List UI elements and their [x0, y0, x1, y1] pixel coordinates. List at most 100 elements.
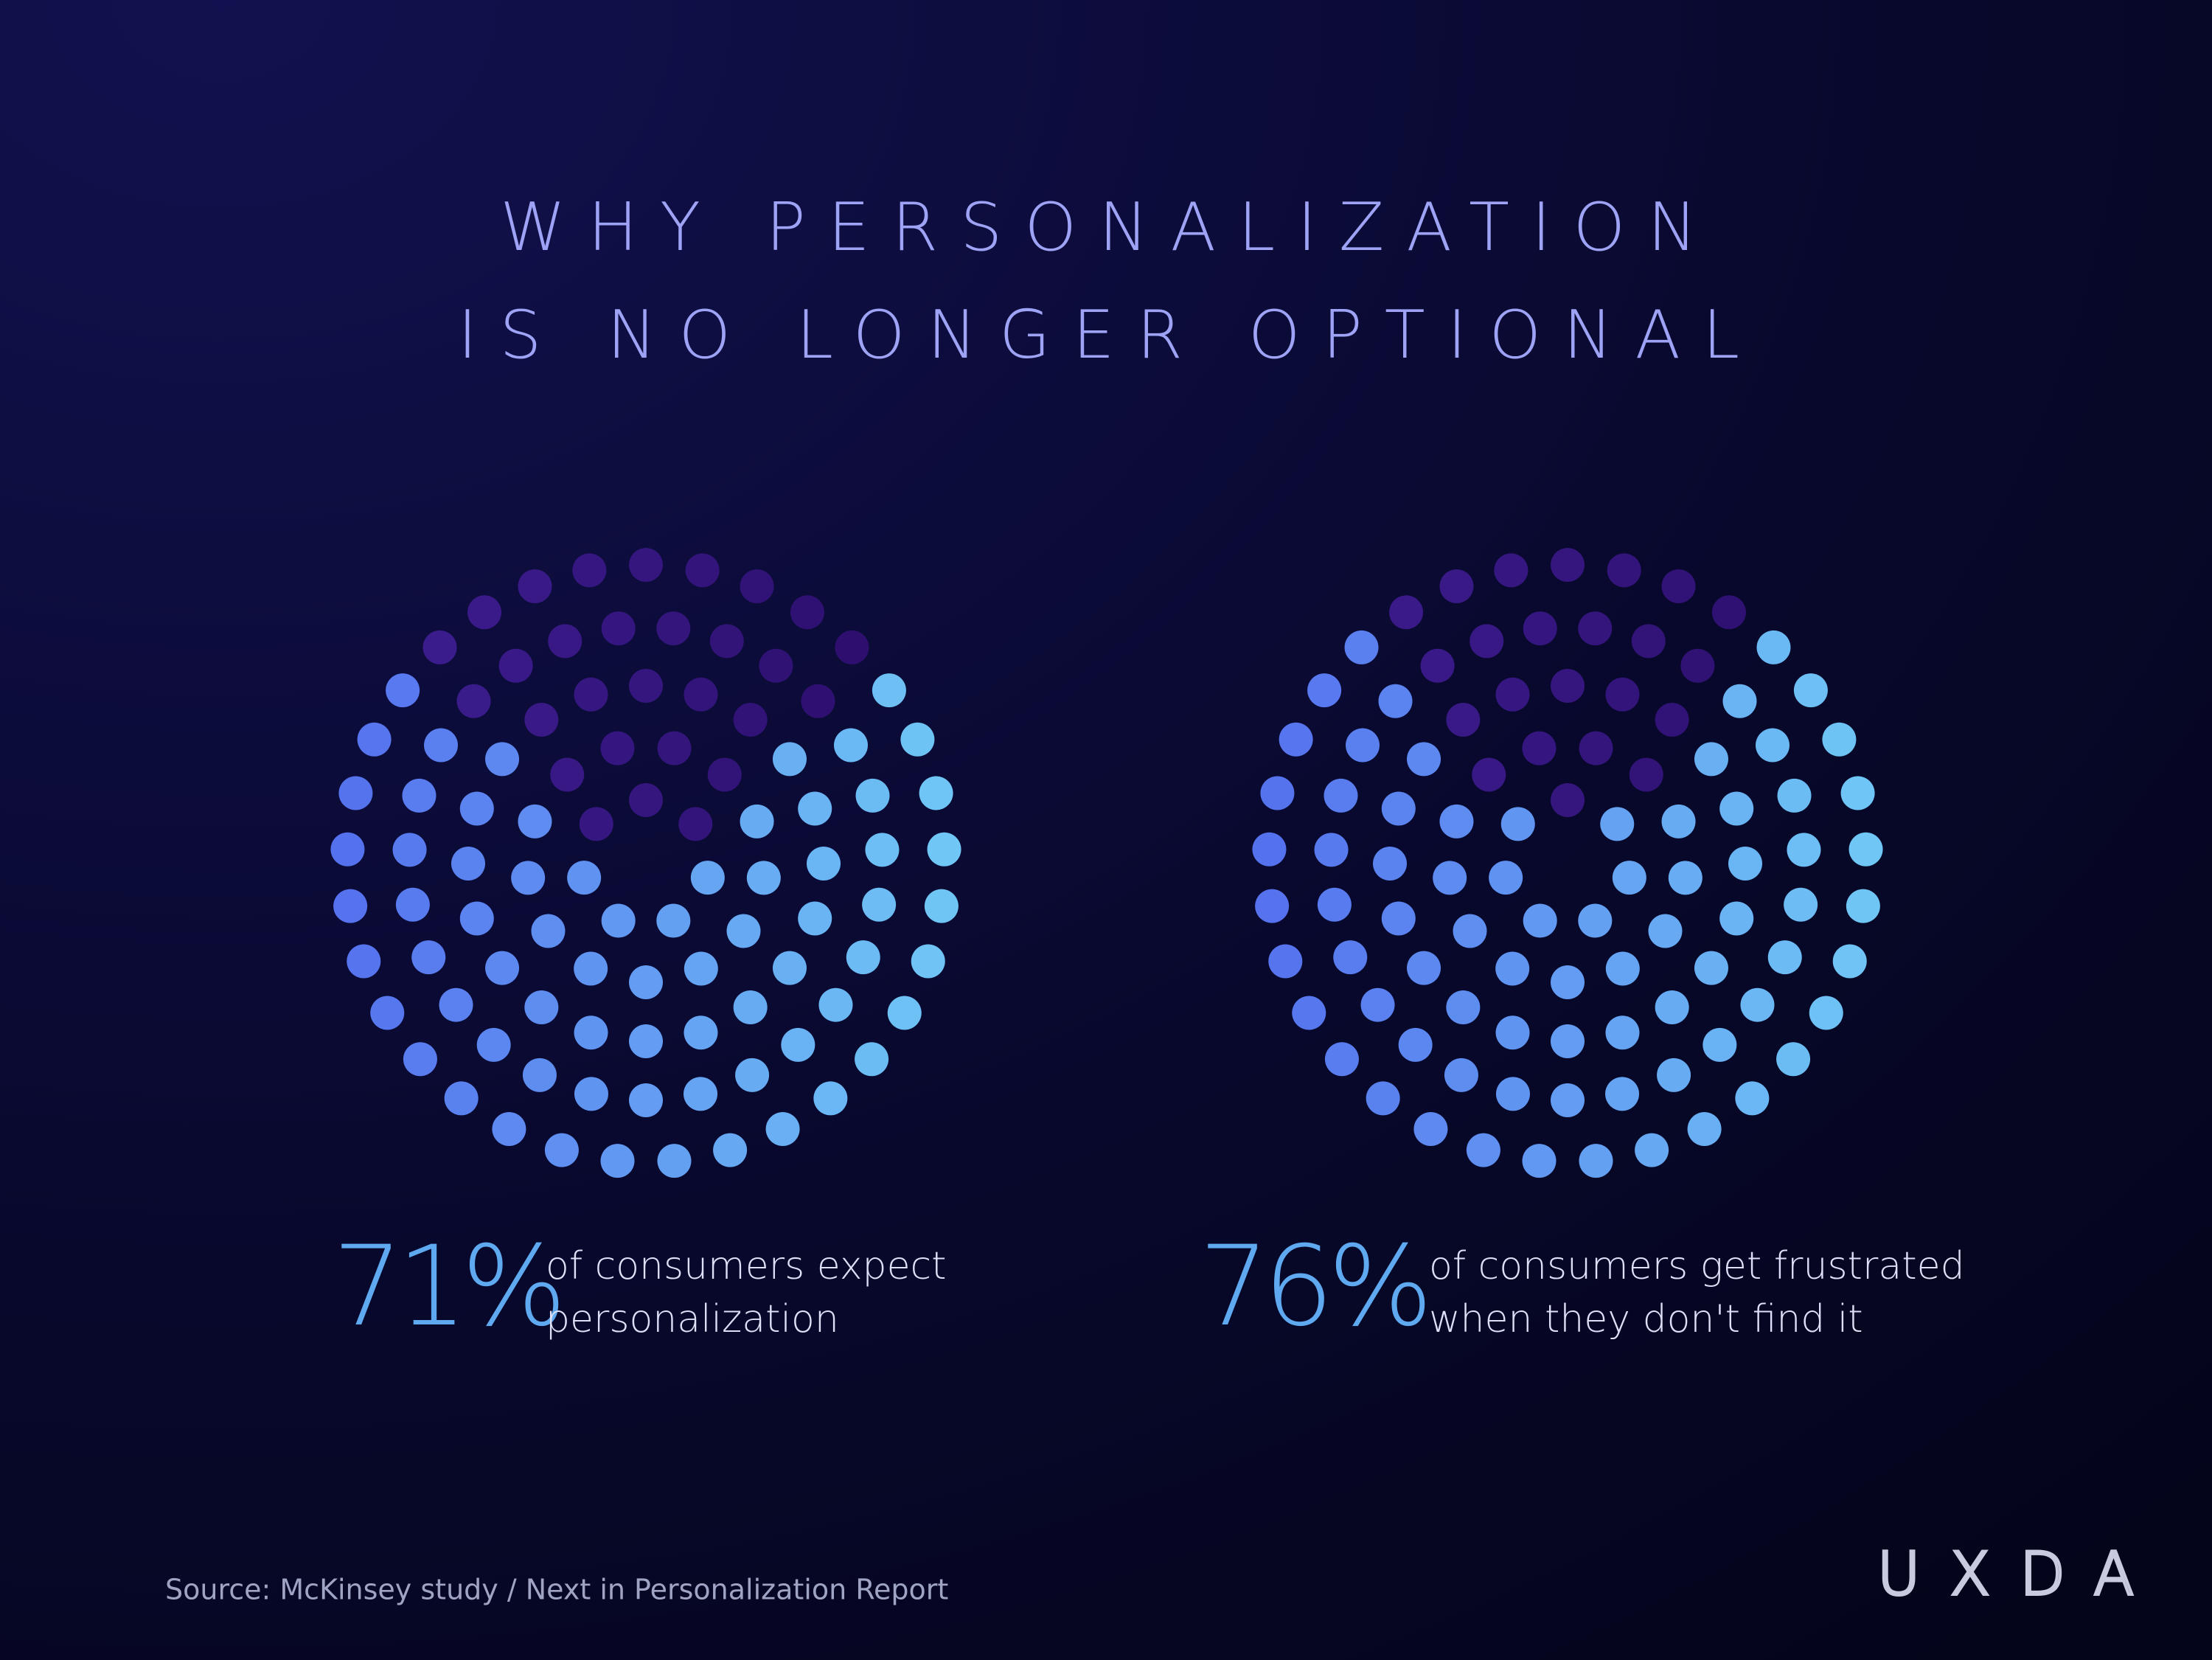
value-dot — [887, 996, 922, 1030]
value-dot — [1657, 1058, 1691, 1092]
value-dot — [684, 951, 718, 986]
value-dot — [629, 1024, 663, 1058]
value-dot — [818, 987, 853, 1022]
value-dot — [855, 778, 890, 813]
value-dot — [911, 944, 945, 979]
value-dot — [600, 1144, 635, 1178]
value-dot — [1453, 914, 1487, 948]
value-dot — [1292, 996, 1326, 1030]
value-dot — [1840, 776, 1875, 810]
remainder-dot — [1551, 548, 1585, 582]
remainder-dot — [759, 648, 793, 683]
value-dot — [522, 1058, 557, 1092]
value-dot — [451, 847, 485, 881]
value-dot — [846, 940, 880, 975]
value-dot — [772, 742, 807, 777]
value-dot — [1822, 722, 1857, 757]
value-dot — [1407, 742, 1441, 777]
value-dot — [333, 889, 368, 923]
value-dot — [1740, 987, 1775, 1022]
value-dot — [403, 1042, 437, 1077]
remainder-dot — [1551, 783, 1585, 817]
value-dot — [1579, 1144, 1613, 1178]
value-dot — [1444, 1058, 1478, 1092]
remainder-dot — [657, 731, 692, 765]
remainder-dot — [1605, 677, 1640, 712]
remainder-dot — [1629, 757, 1663, 792]
value-dot — [1551, 965, 1585, 999]
value-dot — [1522, 1144, 1557, 1178]
value-dot — [1489, 861, 1523, 895]
value-dot — [544, 1133, 579, 1167]
remainder-dot — [1661, 569, 1696, 604]
value-dot — [1776, 1042, 1811, 1077]
value-dot — [1360, 987, 1395, 1022]
value-dot — [1635, 1133, 1669, 1167]
value-dot — [1439, 804, 1474, 838]
value-dot — [524, 990, 559, 1024]
remainder-dot — [498, 648, 533, 683]
remainder-dot — [733, 703, 768, 737]
value-dot — [1314, 833, 1349, 867]
value-dot — [927, 832, 961, 867]
value-dot — [459, 791, 494, 826]
caption-line: of consumers expect — [546, 1244, 947, 1288]
value-dot — [1756, 630, 1791, 664]
value-dot — [1605, 951, 1640, 986]
value-dot — [518, 804, 552, 838]
value-dot — [574, 1077, 608, 1111]
remainder-dot — [1631, 624, 1666, 659]
remainder-dot — [574, 677, 608, 712]
value-dot — [459, 901, 494, 936]
value-dot — [492, 1111, 526, 1146]
remainder-dot — [1607, 553, 1641, 588]
caption-line: personalization — [546, 1297, 839, 1341]
value-dot — [1719, 901, 1754, 936]
remainder-dot — [572, 553, 607, 588]
remainder-dot — [709, 624, 744, 659]
value-dot — [1307, 673, 1342, 708]
remainder-dot — [801, 684, 835, 718]
value-dot — [684, 1077, 718, 1111]
caption-line: of consumers get frustrated — [1429, 1244, 1965, 1288]
percent-label: 71% — [333, 1223, 560, 1351]
value-dot — [1578, 903, 1613, 938]
value-dot — [338, 776, 373, 810]
value-dot — [386, 673, 420, 708]
percent-label: 76% — [1199, 1223, 1427, 1351]
value-dot — [1694, 951, 1728, 985]
value-dot — [485, 742, 520, 777]
value-dot — [1252, 832, 1287, 867]
value-dot — [411, 940, 446, 975]
value-dot — [1848, 832, 1883, 867]
value-dot — [833, 728, 868, 763]
value-dot — [1495, 1015, 1530, 1050]
value-dot — [574, 951, 608, 986]
value-dot — [1600, 807, 1635, 841]
value-dot — [330, 832, 365, 867]
value-dot — [392, 833, 427, 867]
remainder-dot — [1522, 731, 1557, 765]
value-dot — [1755, 728, 1790, 763]
value-dot — [1373, 847, 1407, 881]
value-dot — [531, 914, 566, 948]
value-dot — [690, 861, 725, 895]
value-dot — [1366, 1081, 1400, 1116]
remainder-dot — [685, 553, 720, 588]
remainder-dot — [456, 684, 491, 718]
value-dot — [574, 1015, 608, 1050]
remainder-dot — [1389, 595, 1424, 630]
value-dot — [1551, 1024, 1585, 1058]
value-dot — [1809, 996, 1843, 1030]
value-dot — [1832, 944, 1867, 979]
remainder-dot — [629, 669, 663, 703]
value-dot — [1719, 791, 1754, 826]
value-dot — [1523, 903, 1557, 938]
remainder-dot — [656, 611, 691, 646]
remainder-dot — [550, 757, 585, 792]
value-dot — [1728, 847, 1762, 881]
value-dot — [924, 889, 959, 923]
value-dot — [1787, 833, 1821, 867]
